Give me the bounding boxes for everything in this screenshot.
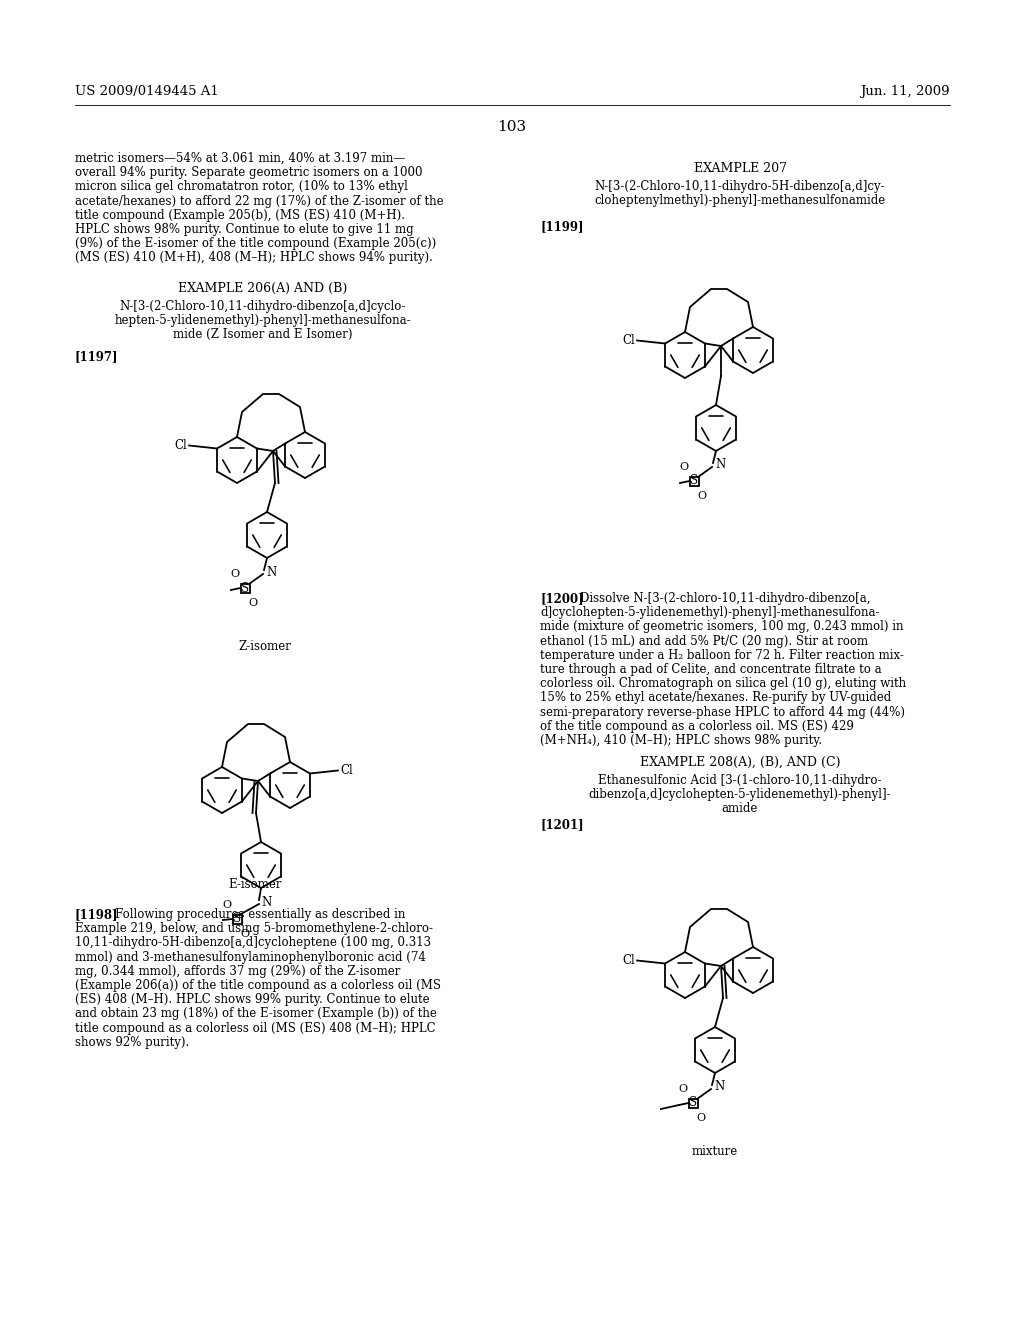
Text: O: O xyxy=(240,929,249,939)
Text: S: S xyxy=(232,912,241,925)
Text: dibenzo[a,d]cyclohepten-5-ylidenemethyl)-phenyl]-: dibenzo[a,d]cyclohepten-5-ylidenemethyl)… xyxy=(589,788,891,801)
Text: shows 92% purity).: shows 92% purity). xyxy=(75,1036,189,1049)
Text: and obtain 23 mg (18%) of the E-isomer (Example (b)) of the: and obtain 23 mg (18%) of the E-isomer (… xyxy=(75,1007,437,1020)
Text: O: O xyxy=(697,491,707,502)
Text: title compound as a colorless oil (MS (ES) 408 (M–H); HPLC: title compound as a colorless oil (MS (E… xyxy=(75,1022,435,1035)
Text: title compound (Example 205(b), (MS (ES) 410 (M+H).: title compound (Example 205(b), (MS (ES)… xyxy=(75,209,406,222)
Text: amide: amide xyxy=(722,803,758,816)
Text: EXAMPLE 208(A), (B), AND (C): EXAMPLE 208(A), (B), AND (C) xyxy=(640,756,841,770)
Text: S: S xyxy=(689,1097,697,1110)
Text: metric isomers—54% at 3.061 min, 40% at 3.197 min—: metric isomers—54% at 3.061 min, 40% at … xyxy=(75,152,406,165)
Text: Dissolve N-[3-(2-chloro-10,11-dihydro-dibenzo[a,: Dissolve N-[3-(2-chloro-10,11-dihydro-di… xyxy=(580,591,870,605)
Text: S: S xyxy=(690,474,698,487)
Text: hepten-5-ylidenemethyl)-phenyl]-methanesulfona-: hepten-5-ylidenemethyl)-phenyl]-methanes… xyxy=(115,314,412,327)
Text: Cl: Cl xyxy=(340,764,352,777)
Text: micron silica gel chromatatron rotor, (10% to 13% ethyl: micron silica gel chromatatron rotor, (1… xyxy=(75,181,408,194)
Text: mmol) and 3-methanesulfonylaminophenylboronic acid (74: mmol) and 3-methanesulfonylaminophenylbo… xyxy=(75,950,426,964)
Text: E-isomer: E-isomer xyxy=(228,878,282,891)
Text: mg, 0.344 mmol), affords 37 mg (29%) of the Z-isomer: mg, 0.344 mmol), affords 37 mg (29%) of … xyxy=(75,965,400,978)
Text: N: N xyxy=(715,458,725,471)
Text: [1198]: [1198] xyxy=(75,908,119,921)
Text: ture through a pad of Celite, and concentrate filtrate to a: ture through a pad of Celite, and concen… xyxy=(540,663,882,676)
Text: of the title compound as a colorless oil. MS (ES) 429: of the title compound as a colorless oil… xyxy=(540,719,854,733)
Text: mide (Z Isomer and E Isomer): mide (Z Isomer and E Isomer) xyxy=(173,329,352,342)
Text: US 2009/0149445 A1: US 2009/0149445 A1 xyxy=(75,84,219,98)
Text: (MS (ES) 410 (M+H), 408 (M–H); HPLC shows 94% purity).: (MS (ES) 410 (M+H), 408 (M–H); HPLC show… xyxy=(75,251,433,264)
Text: temperature under a H₂ balloon for 72 h. Filter reaction mix-: temperature under a H₂ balloon for 72 h.… xyxy=(540,649,904,661)
Text: O: O xyxy=(222,900,231,909)
Text: (ES) 408 (M–H). HPLC shows 99% purity. Continue to elute: (ES) 408 (M–H). HPLC shows 99% purity. C… xyxy=(75,993,430,1006)
Text: N-[3-(2-Chloro-10,11-dihydro-5H-dibenzo[a,d]cy-: N-[3-(2-Chloro-10,11-dihydro-5H-dibenzo[… xyxy=(595,180,886,193)
Text: O: O xyxy=(680,462,688,473)
Text: mide (mixture of geometric isomers, 100 mg, 0.243 mmol) in: mide (mixture of geometric isomers, 100 … xyxy=(540,620,903,634)
Text: HPLC shows 98% purity. Continue to elute to give 11 mg: HPLC shows 98% purity. Continue to elute… xyxy=(75,223,414,236)
Text: Cl: Cl xyxy=(623,334,635,347)
Text: ethanol (15 mL) and add 5% Pt/C (20 mg). Stir at room: ethanol (15 mL) and add 5% Pt/C (20 mg).… xyxy=(540,635,868,648)
Text: Z-isomer: Z-isomer xyxy=(239,640,292,653)
Text: (Example 206(a)) of the title compound as a colorless oil (MS: (Example 206(a)) of the title compound a… xyxy=(75,979,441,993)
Text: 10,11-dihydro-5H-dibenzo[a,d]cycloheptene (100 mg, 0.313: 10,11-dihydro-5H-dibenzo[a,d]cyclohepten… xyxy=(75,936,431,949)
Text: O: O xyxy=(230,569,240,579)
Text: N: N xyxy=(714,1081,724,1093)
Text: O: O xyxy=(679,1084,687,1094)
Text: [1199]: [1199] xyxy=(540,220,584,234)
Text: Ethanesulfonic Acid [3-(1-chloro-10,11-dihydro-: Ethanesulfonic Acid [3-(1-chloro-10,11-d… xyxy=(598,774,882,787)
Text: Example 219, below, and using 5-bromomethylene-2-chloro-: Example 219, below, and using 5-bromomet… xyxy=(75,923,433,935)
Text: acetate/hexanes) to afford 22 mg (17%) of the Z-isomer of the: acetate/hexanes) to afford 22 mg (17%) o… xyxy=(75,194,443,207)
Text: 103: 103 xyxy=(498,120,526,135)
Text: Jun. 11, 2009: Jun. 11, 2009 xyxy=(860,84,950,98)
Text: (M+NH₄), 410 (M–H); HPLC shows 98% purity.: (M+NH₄), 410 (M–H); HPLC shows 98% purit… xyxy=(540,734,822,747)
Text: [1200]: [1200] xyxy=(540,591,584,605)
Text: overall 94% purity. Separate geometric isomers on a 1000: overall 94% purity. Separate geometric i… xyxy=(75,166,423,180)
Text: Cl: Cl xyxy=(174,440,187,451)
Text: (9%) of the E-isomer of the title compound (Example 205(c)): (9%) of the E-isomer of the title compou… xyxy=(75,238,436,251)
Text: Cl: Cl xyxy=(623,954,635,968)
Text: colorless oil. Chromatograph on silica gel (10 g), eluting with: colorless oil. Chromatograph on silica g… xyxy=(540,677,906,690)
Text: d]cyclohepten-5-ylidenemethyl)-phenyl]-methanesulfona-: d]cyclohepten-5-ylidenemethyl)-phenyl]-m… xyxy=(540,606,880,619)
Text: S: S xyxy=(241,582,249,594)
Text: Following procedures essentially as described in: Following procedures essentially as desc… xyxy=(115,908,406,921)
Text: [1197]: [1197] xyxy=(75,350,119,363)
Text: O: O xyxy=(248,598,257,609)
Text: 15% to 25% ethyl acetate/hexanes. Re-purify by UV-guided: 15% to 25% ethyl acetate/hexanes. Re-pur… xyxy=(540,692,891,705)
Text: cloheptenylmethyl)-phenyl]-methanesulfonamide: cloheptenylmethyl)-phenyl]-methanesulfon… xyxy=(594,194,886,207)
Text: EXAMPLE 206(A) AND (B): EXAMPLE 206(A) AND (B) xyxy=(178,282,347,294)
Text: O: O xyxy=(696,1113,706,1123)
Text: EXAMPLE 207: EXAMPLE 207 xyxy=(693,162,786,176)
Text: semi-preparatory reverse-phase HPLC to afford 44 mg (44%): semi-preparatory reverse-phase HPLC to a… xyxy=(540,706,905,718)
Text: N: N xyxy=(261,895,271,908)
Text: N-[3-(2-Chloro-10,11-dihydro-dibenzo[a,d]cyclo-: N-[3-(2-Chloro-10,11-dihydro-dibenzo[a,d… xyxy=(120,300,407,313)
Text: [1201]: [1201] xyxy=(540,818,584,832)
Text: N: N xyxy=(266,565,276,578)
Text: mixture: mixture xyxy=(692,1144,738,1158)
